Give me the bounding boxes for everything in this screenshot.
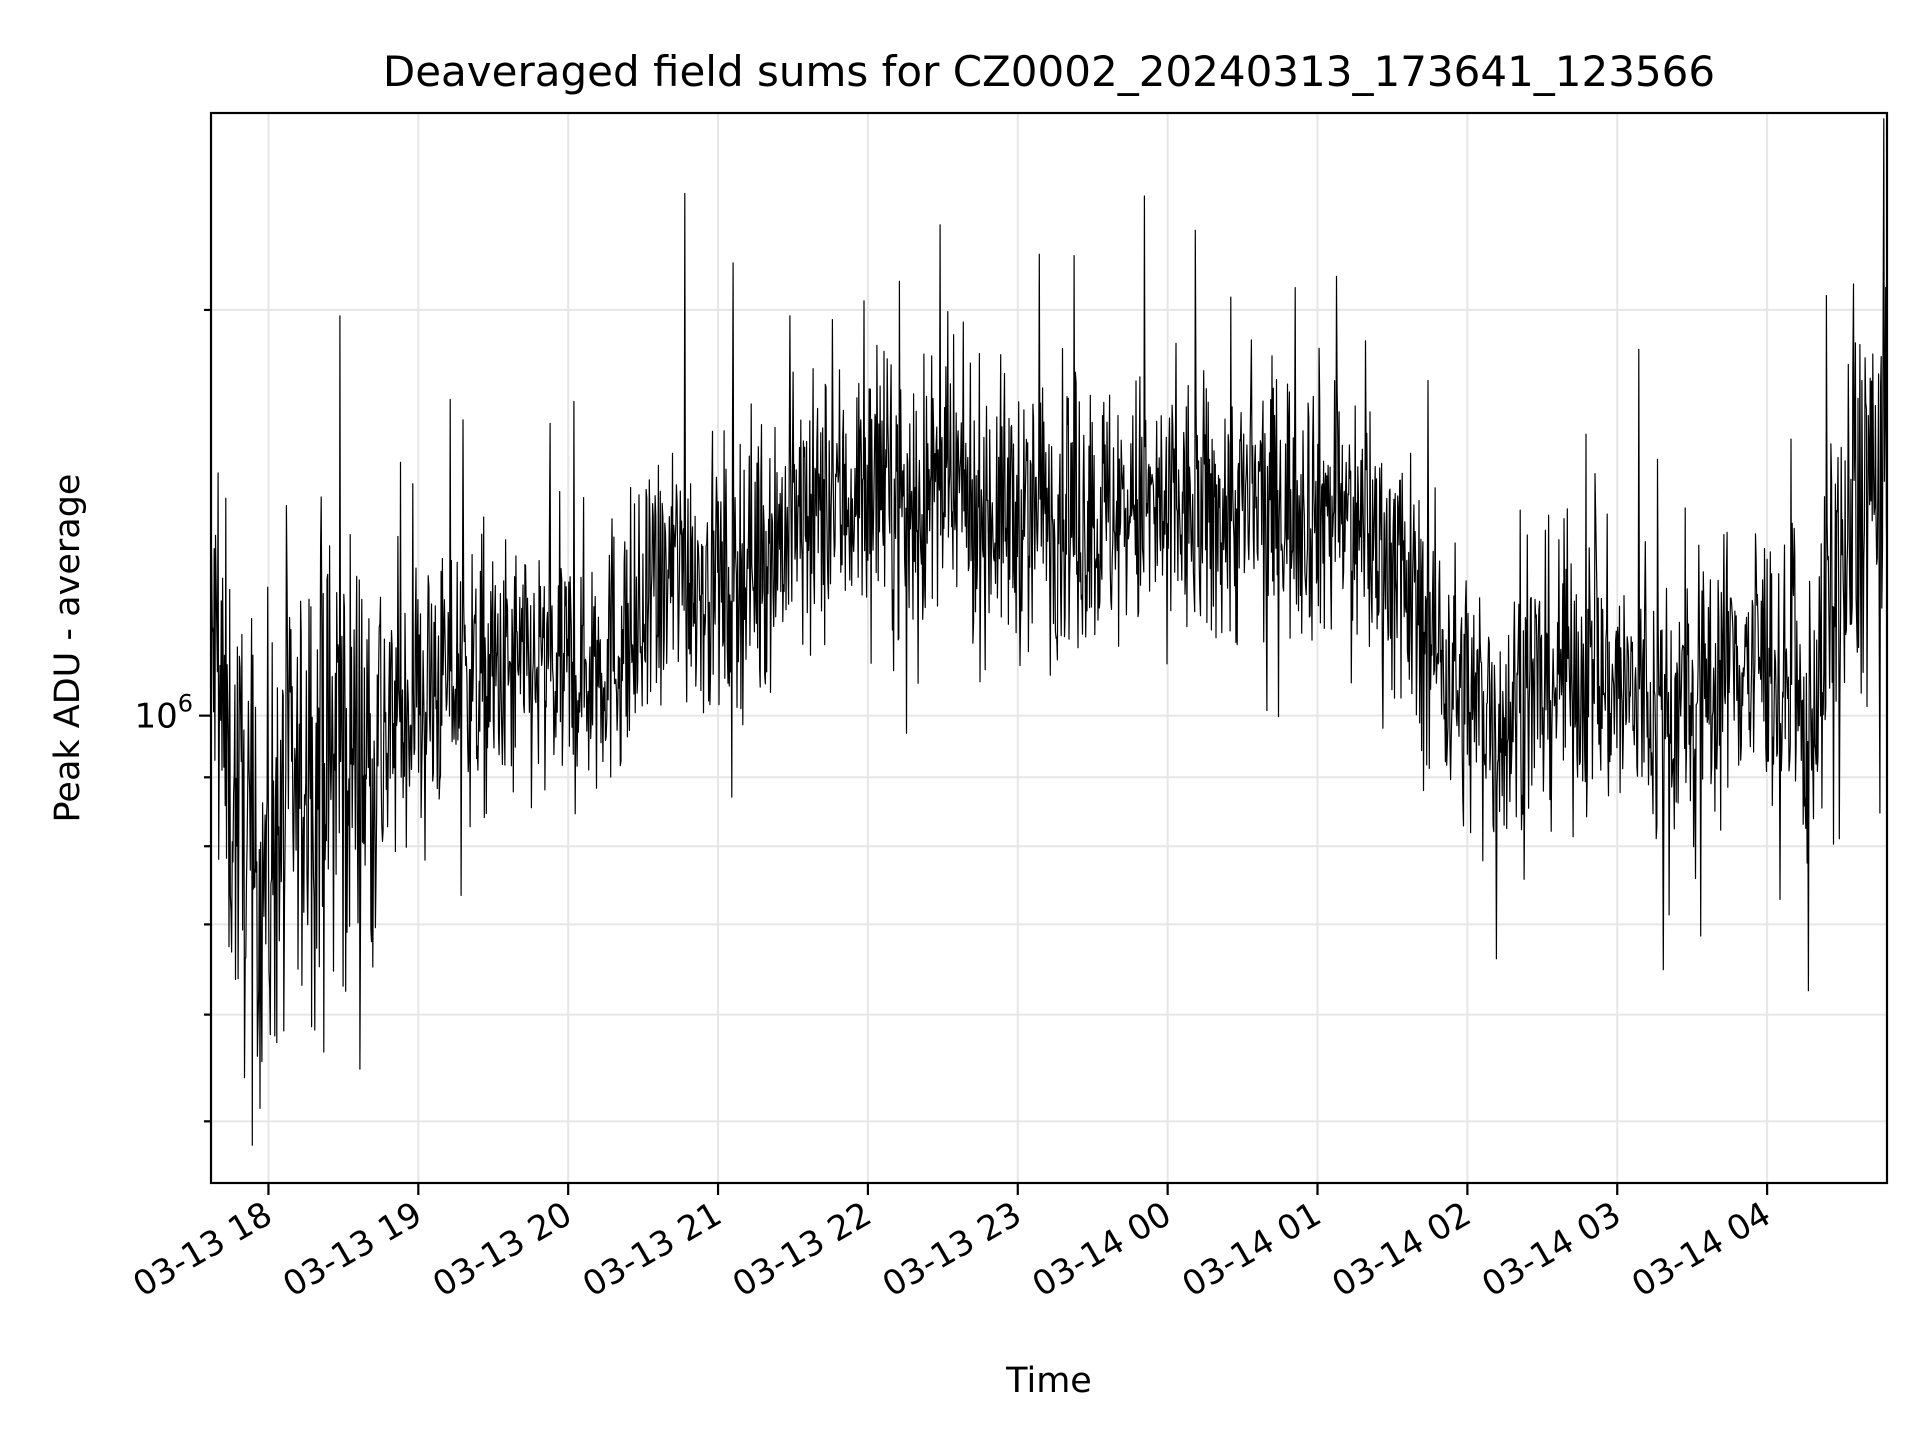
- x-tick-label: 03-14 03: [1475, 1194, 1627, 1305]
- x-tick-label: 03-13 21: [576, 1194, 728, 1305]
- x-tick-label: 03-13 22: [726, 1194, 878, 1305]
- y-tick-label: 106: [134, 690, 193, 737]
- x-tick-label: 03-13 23: [876, 1194, 1028, 1305]
- chart-title: Deaveraged field sums for CZ0002_2024031…: [383, 47, 1715, 96]
- x-tick-label: 03-13 19: [276, 1194, 428, 1305]
- x-tick-label: 03-13 20: [426, 1194, 578, 1305]
- x-tick-label: 03-14 00: [1026, 1194, 1178, 1305]
- x-tick-label: 03-14 01: [1176, 1194, 1328, 1305]
- plot-frame: [209, 111, 1889, 1185]
- y-axis-label: Peak ADU - average: [48, 474, 88, 823]
- x-tick-label: 03-13 18: [127, 1194, 279, 1305]
- x-axis-label: Time: [1005, 1361, 1092, 1401]
- x-tick-label: 03-14 04: [1625, 1194, 1777, 1305]
- series-line: [210, 118, 1888, 1146]
- x-tick-label: 03-14 02: [1325, 1194, 1477, 1305]
